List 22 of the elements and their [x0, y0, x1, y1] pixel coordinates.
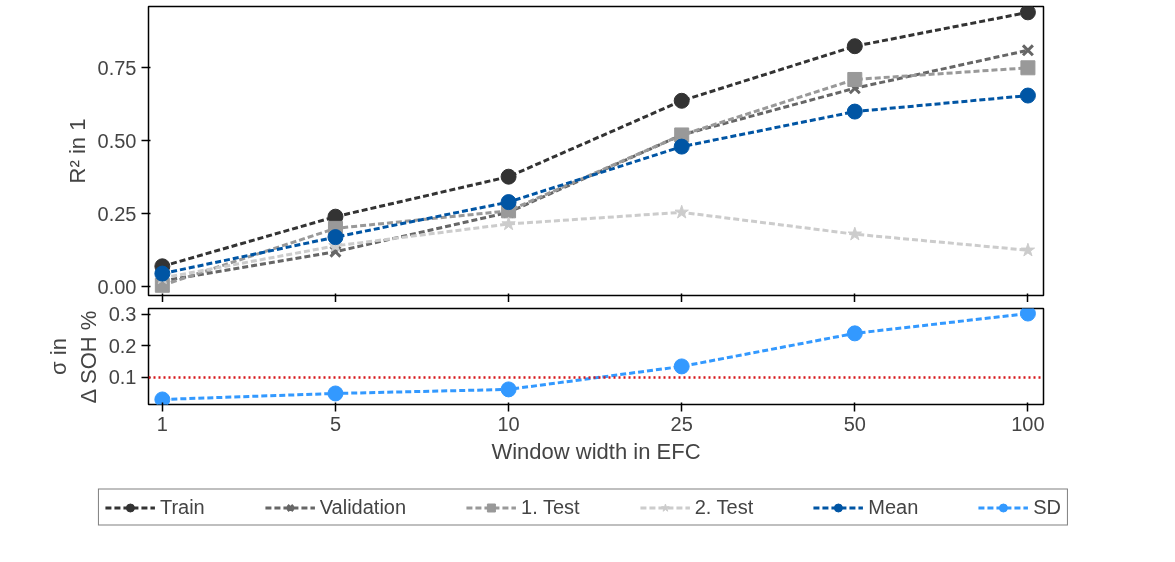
legend-label: Validation — [319, 495, 407, 519]
y-tick-label: 0.3 — [108, 303, 137, 326]
x-tick-label: 5 — [329, 412, 342, 435]
y-tick-label: 0.1 — [108, 366, 137, 389]
legend-label: 2. Test — [694, 495, 754, 519]
y-tick-label: 0.50 — [97, 129, 137, 152]
x-axis-title: Window width in EFC — [491, 438, 701, 464]
y-axis-title: R² in 1 — [64, 118, 90, 184]
legend-label: Mean — [868, 495, 919, 519]
x-tick-label: 25 — [670, 412, 693, 435]
y-tick-label: 0.25 — [97, 202, 137, 225]
y-axis-title: σ in Δ SOH % — [45, 310, 101, 404]
legend-label: SD — [1033, 495, 1062, 519]
legend-label: Train — [159, 495, 205, 519]
x-tick-label: 100 — [1011, 412, 1045, 435]
y-tick-label: 0.75 — [97, 56, 137, 79]
x-tick-label: 10 — [497, 412, 520, 435]
y-tick-label: 0.2 — [108, 334, 137, 357]
legend-label: 1. Test — [521, 495, 580, 519]
x-tick-label: 1 — [156, 412, 168, 435]
x-tick-label: 50 — [843, 412, 866, 435]
y-tick-label: 0.00 — [97, 275, 137, 298]
